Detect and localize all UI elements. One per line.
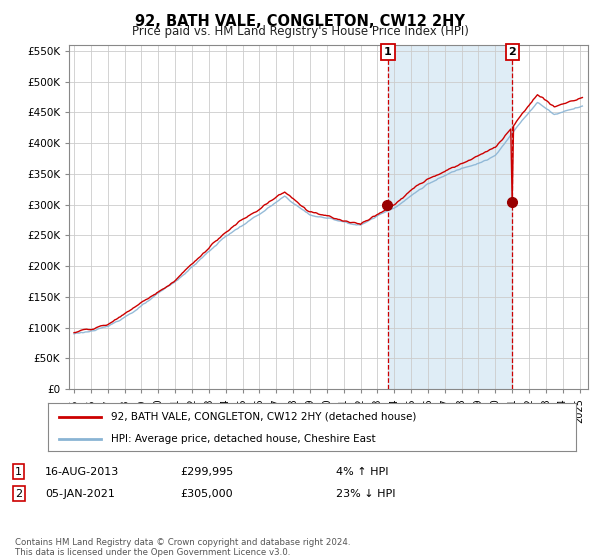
Text: 2: 2: [15, 489, 22, 499]
Text: 92, BATH VALE, CONGLETON, CW12 2HY: 92, BATH VALE, CONGLETON, CW12 2HY: [135, 14, 465, 29]
Text: 16-AUG-2013: 16-AUG-2013: [45, 466, 119, 477]
Text: 1: 1: [384, 47, 392, 57]
Text: £299,995: £299,995: [180, 466, 233, 477]
Text: 4% ↑ HPI: 4% ↑ HPI: [336, 466, 389, 477]
Text: 92, BATH VALE, CONGLETON, CW12 2HY (detached house): 92, BATH VALE, CONGLETON, CW12 2HY (deta…: [112, 412, 417, 422]
Text: 2: 2: [508, 47, 516, 57]
Text: 23% ↓ HPI: 23% ↓ HPI: [336, 489, 395, 499]
Text: HPI: Average price, detached house, Cheshire East: HPI: Average price, detached house, Ches…: [112, 434, 376, 444]
Text: 05-JAN-2021: 05-JAN-2021: [45, 489, 115, 499]
Text: 1: 1: [15, 466, 22, 477]
Bar: [388, 45, 512, 389]
Text: £305,000: £305,000: [180, 489, 233, 499]
Text: Price paid vs. HM Land Registry's House Price Index (HPI): Price paid vs. HM Land Registry's House …: [131, 25, 469, 38]
Text: Contains HM Land Registry data © Crown copyright and database right 2024.
This d: Contains HM Land Registry data © Crown c…: [15, 538, 350, 557]
